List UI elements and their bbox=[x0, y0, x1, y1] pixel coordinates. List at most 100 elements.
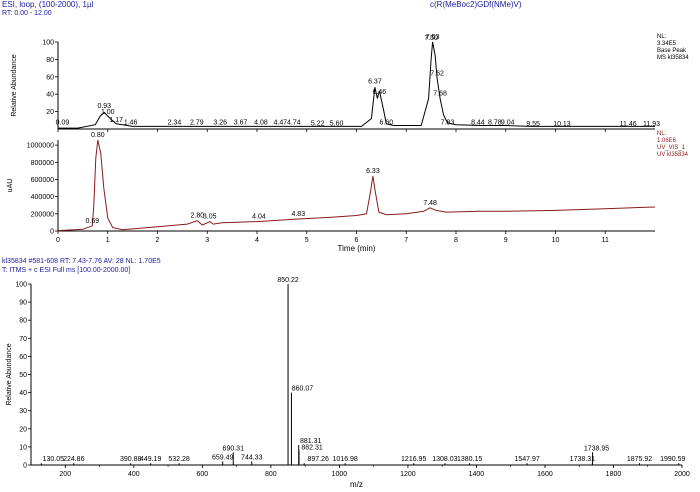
ms-info-text: MS kl35834 bbox=[657, 55, 689, 61]
x-tick-label: 1000 bbox=[332, 471, 348, 478]
ms-peak-label: 9.55 bbox=[526, 121, 540, 128]
ms-peak-label: 8.44 bbox=[471, 119, 485, 126]
x-tick-label: 800 bbox=[265, 471, 277, 478]
spectrum-peak-label: 690.31 bbox=[223, 445, 245, 452]
uv-peak-label: 2.80 bbox=[190, 213, 204, 220]
x-tick-label: 400 bbox=[128, 471, 140, 478]
spectrum-peak-label: 1380.15 bbox=[457, 456, 482, 463]
y-tick-label: 100 bbox=[15, 282, 27, 289]
y-tick-label: 80 bbox=[46, 57, 54, 64]
uv-peak-label: 4.83 bbox=[291, 211, 305, 218]
ms-peak-label: 6.60 bbox=[380, 119, 394, 126]
rt-range-label: RT: 0.00 - 12.00 bbox=[2, 10, 52, 17]
y-tick-label: 90 bbox=[19, 300, 27, 307]
spectrum-peak-label: 850.22 bbox=[277, 277, 299, 284]
x-tick-label: 1600 bbox=[537, 471, 553, 478]
ms-peak-label: 4.08 bbox=[254, 119, 268, 126]
spectrum-peak-label: 1990.59 bbox=[660, 456, 685, 463]
x-axis-label: m/z bbox=[350, 480, 363, 489]
x-tick-label: 6 bbox=[355, 237, 359, 244]
uv-info-text: UV kl35834 bbox=[657, 152, 689, 158]
ms-trace-line bbox=[58, 41, 655, 129]
spectrum-peak-label: 532.28 bbox=[168, 456, 190, 463]
spectrum-scan-header: kl35834 #581-608 RT: 7.43-7.76 AV: 28 NL… bbox=[2, 258, 161, 265]
ms-peak-label: 11.93 bbox=[643, 121, 660, 128]
uv-peak-label: 4.04 bbox=[252, 214, 266, 221]
ms-peak-label: 3.26 bbox=[213, 119, 227, 126]
y-tick-label: 100 bbox=[42, 40, 54, 47]
uv-info-text: 1.06E6 bbox=[657, 138, 677, 144]
x-tick-label: 600 bbox=[196, 471, 208, 478]
y-tick-label: 400000 bbox=[31, 194, 54, 201]
uv-info-text: UV_VIS_1 bbox=[657, 145, 686, 151]
ms-peak-label: 5.60 bbox=[330, 120, 344, 127]
spectrum-filter-header: T: ITMS + c ESI Full ms [100.00-2000.00] bbox=[2, 267, 131, 274]
ms-peak-label: 3.67 bbox=[234, 119, 248, 126]
ms-peak-label: 2.79 bbox=[190, 119, 204, 126]
ms-peak-label: 11.46 bbox=[620, 121, 637, 128]
y-tick-label: 200000 bbox=[31, 211, 54, 218]
uv-trace-line bbox=[57, 139, 656, 232]
ms-peak-label: 4.47 bbox=[274, 119, 288, 126]
x-tick-label: 5 bbox=[305, 237, 309, 244]
ms-peak-label: 0.09 bbox=[56, 119, 70, 126]
spectrum-peak-label: 1308.03 bbox=[432, 456, 457, 463]
spectrum-peak-label: 449.19 bbox=[140, 456, 162, 463]
ms-peak-label: 5.22 bbox=[311, 120, 325, 127]
y-tick-label: 1000000 bbox=[27, 143, 54, 150]
y-tick-label: 80 bbox=[19, 318, 27, 325]
spectrum-peak-label: 860.07 bbox=[292, 386, 314, 393]
ms-peak-label: 7.50 bbox=[424, 35, 438, 42]
y-tick-label: 40 bbox=[46, 92, 54, 99]
y-tick-label: 60 bbox=[19, 354, 27, 361]
spectrum-peak-label: 224.86 bbox=[63, 456, 85, 463]
ms-info-text: NL: bbox=[657, 34, 667, 40]
x-tick-label: 0 bbox=[56, 237, 60, 244]
spectrum-peak-label: 1016.98 bbox=[333, 456, 358, 463]
uv-peak-label: 3.05 bbox=[203, 214, 217, 221]
y-tick-label: 20 bbox=[46, 109, 54, 116]
spectrum-peak-label: 1738.31 bbox=[570, 456, 595, 463]
x-tick-label: 3 bbox=[205, 237, 209, 244]
ms-chromatogram-panel: 20 40 60 80 100 Relative Abundance 0.09 0.931.0… bbox=[11, 34, 689, 132]
ms-peak-label: 7.68 bbox=[433, 91, 447, 98]
ms-peak-label: 1.17 bbox=[109, 117, 123, 124]
y-tick-label: 40 bbox=[19, 390, 27, 397]
ms-peak-label: 7.62 bbox=[430, 71, 444, 78]
ms-peak-label: 2.34 bbox=[168, 119, 182, 126]
y-tick-label: 20 bbox=[19, 426, 27, 433]
ms-peak-label: 0.93 bbox=[97, 103, 111, 110]
ms-peak-label: 6.46 bbox=[373, 89, 387, 96]
x-tick-label: 7 bbox=[404, 237, 408, 244]
y-axis-label: Relative Abundance bbox=[11, 54, 18, 116]
y-tick-label: 800000 bbox=[31, 160, 54, 167]
ms-peak-label: 10.13 bbox=[553, 121, 571, 128]
compound-title: c(R(MeBoc2)GDf(NMe)V) bbox=[430, 0, 522, 9]
x-tick-label: 2000 bbox=[674, 471, 690, 478]
uv-peak-label: 7.48 bbox=[423, 200, 437, 207]
x-tick-label: 2 bbox=[156, 237, 160, 244]
x-tick-label: 11 bbox=[602, 237, 609, 244]
y-tick-label: 70 bbox=[19, 336, 27, 343]
y-tick-label: 50 bbox=[19, 372, 27, 379]
spectrum-peak-label: 881.31 bbox=[300, 438, 322, 445]
spectrum-peak-label: 1875.92 bbox=[627, 456, 652, 463]
x-axis-label: Time (min) bbox=[338, 244, 376, 253]
run-info-header: ESI, loop, (100-2000), 1µl bbox=[2, 0, 94, 9]
y-tick-label: 60 bbox=[46, 74, 54, 81]
ms-peak-label: 7.53 bbox=[426, 34, 440, 41]
y-axis-label: Relative Abundance bbox=[6, 343, 13, 405]
ms-info-text: 3.34E5 bbox=[657, 41, 677, 47]
spectrum-peak-label: 1216.95 bbox=[401, 456, 426, 463]
spectrum-peak-label: 390.88 bbox=[120, 456, 142, 463]
spectrum-peak-label: 744.33 bbox=[241, 454, 263, 461]
x-tick-label: 8 bbox=[454, 237, 458, 244]
ms-peak-label: 4.74 bbox=[287, 119, 301, 126]
mass-spectrum-panel: 0 10 20 30 40 50 60 70 80 90 100 200 400 600 800 1000 12… bbox=[6, 277, 690, 489]
x-tick-label: 1800 bbox=[606, 471, 622, 478]
ms-peak-label: 1.46 bbox=[124, 119, 138, 126]
y-axis-label: uAU bbox=[7, 179, 14, 193]
y-tick-label: 30 bbox=[19, 408, 27, 415]
y-tick-label: 0 bbox=[23, 463, 27, 470]
